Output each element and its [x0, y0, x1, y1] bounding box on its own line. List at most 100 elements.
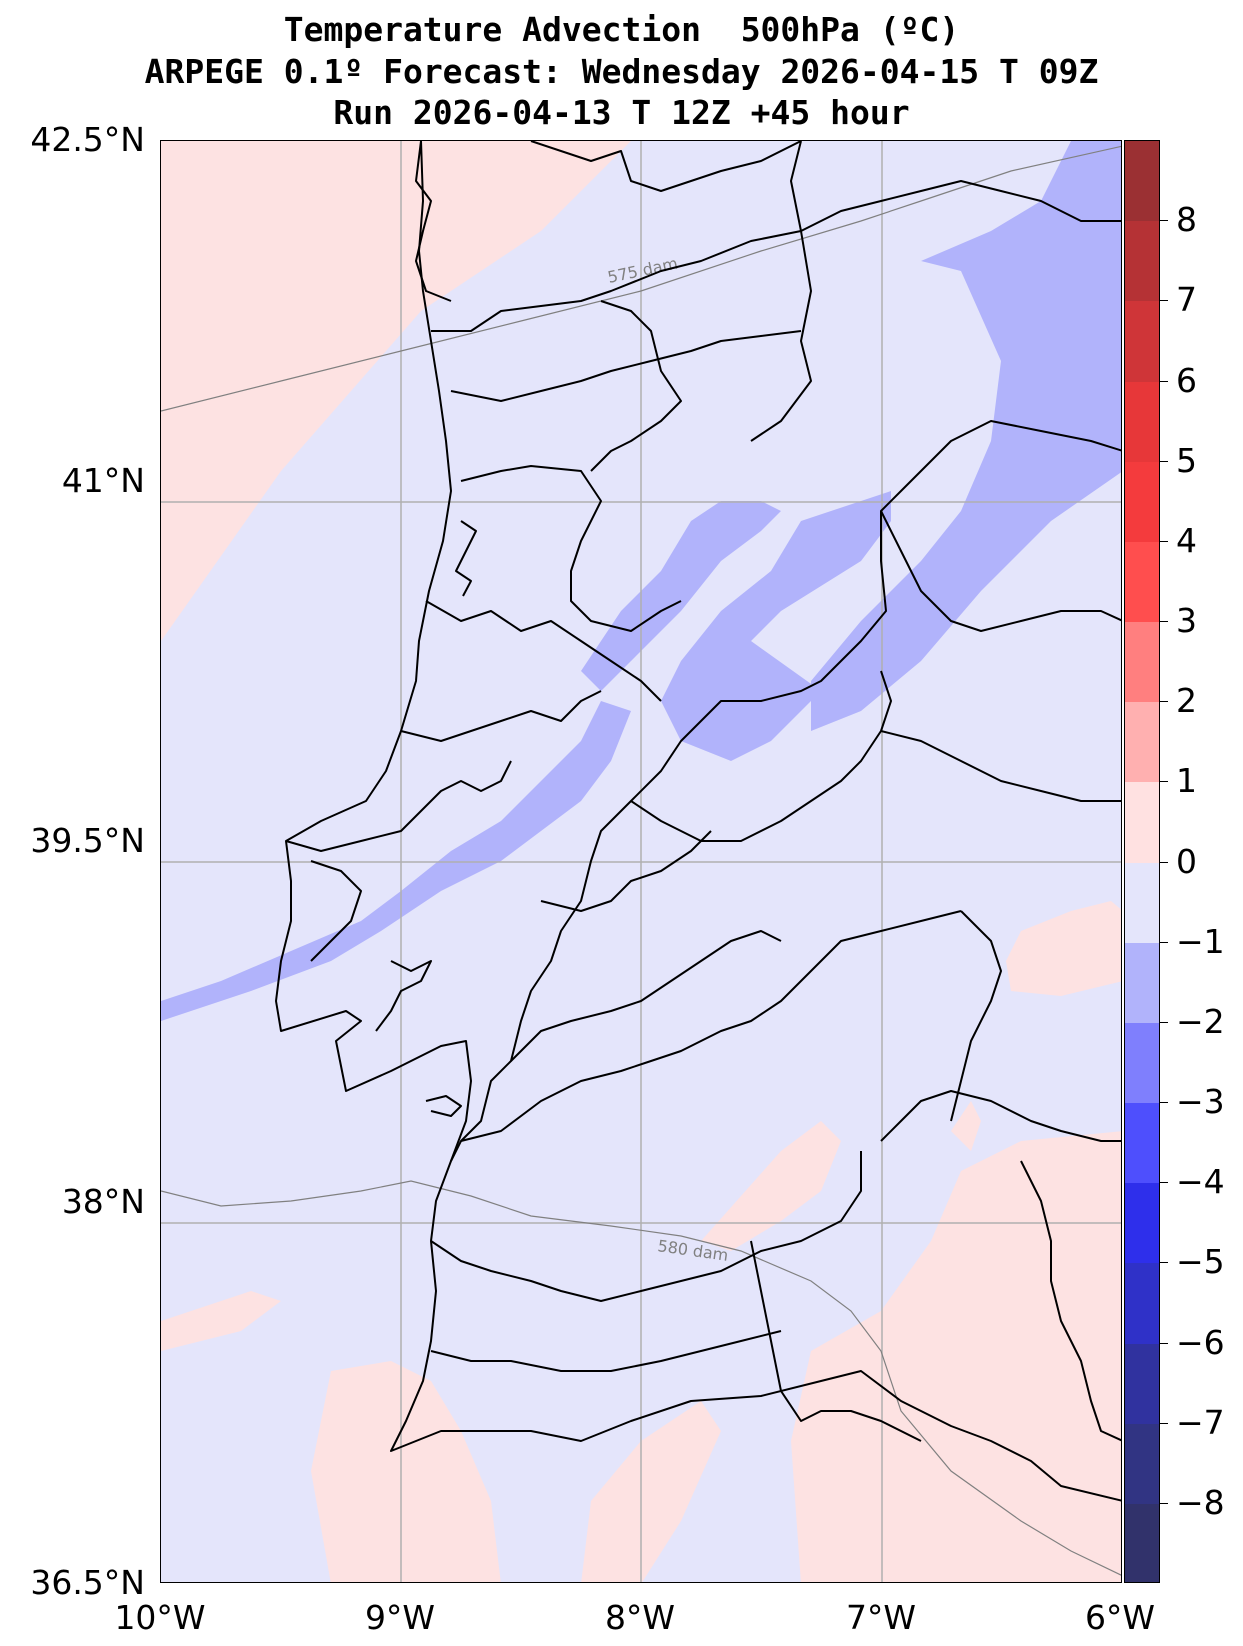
colorbar-segment — [1125, 141, 1159, 222]
colorbar-tick — [1160, 861, 1168, 863]
lat-label: 41°N — [61, 461, 145, 500]
colorbar-tick-label: 8 — [1176, 200, 1197, 240]
colorbar-tick-label: −6 — [1176, 1322, 1225, 1362]
border-east-upper — [450, 420, 1121, 1162]
colorbar-segment — [1125, 1103, 1159, 1184]
negative-band-north-east — [811, 141, 1121, 731]
colorbar-tick-label: 0 — [1176, 841, 1197, 881]
lat-label: 42.5°N — [30, 120, 145, 159]
district-line-3 — [425, 600, 662, 702]
colorbar-segment — [1125, 1423, 1159, 1505]
colorbar-tick — [1160, 540, 1168, 542]
positive-area-east — [1006, 901, 1121, 996]
temperature-advection-map: 575 dam 580 dam — [161, 141, 1121, 1582]
district-line-5 — [285, 760, 512, 852]
colorbar-tick — [1160, 1502, 1168, 1504]
district-line-13 — [750, 1240, 922, 1442]
colorbar-tick — [1160, 1102, 1168, 1103]
colorbar-tick-label: 1 — [1176, 761, 1197, 801]
colorbar-tick — [1160, 300, 1168, 302]
district-line-8 — [540, 830, 712, 912]
colorbar-tick — [1160, 941, 1168, 943]
colorbar-tick-label: 6 — [1176, 360, 1197, 400]
district-line-1 — [450, 330, 802, 402]
colorbar-tick — [1160, 460, 1168, 462]
district-line-16 — [880, 510, 1121, 632]
lon-label: 9°W — [364, 1598, 436, 1637]
colorbar-tick-label: 7 — [1176, 280, 1197, 320]
lon-label: 7°W — [845, 1598, 917, 1637]
negative-band-central-east — [661, 491, 891, 761]
colorbar-segment — [1125, 622, 1159, 703]
district-line-20 — [1020, 1160, 1121, 1442]
colorbar-segment — [1125, 862, 1159, 944]
colorbar-tick — [1160, 1262, 1168, 1264]
colorbar — [1124, 140, 1160, 1583]
colorbar-segment — [1125, 942, 1159, 1024]
sado-estuary — [425, 1095, 462, 1117]
colorbar-tick — [1160, 1182, 1168, 1184]
district-line-4 — [400, 690, 602, 742]
district-line-10 — [460, 910, 962, 1142]
negative-band-west — [161, 701, 631, 1021]
colorbar-tick-label: −5 — [1176, 1242, 1225, 1282]
boundaries — [275, 141, 1121, 1502]
district-line-6 — [310, 860, 362, 962]
coastline — [275, 141, 1121, 1502]
colorbar-tick — [1160, 220, 1168, 222]
colorbar-segment — [1125, 301, 1159, 382]
positive-area-east-spot — [951, 1101, 981, 1151]
lat-label: 38°N — [61, 1182, 145, 1221]
colorbar-tick-label: −3 — [1176, 1082, 1225, 1121]
colorbar-tick — [1160, 380, 1168, 382]
colorbar-tick-label: 4 — [1176, 520, 1197, 560]
border-minho — [431, 180, 1121, 332]
graticule — [161, 141, 1121, 1582]
colorbar-segment — [1125, 1263, 1159, 1344]
spain-border-north — [530, 141, 802, 192]
positive-area-south-central — [581, 1401, 721, 1582]
colorbar-tick — [1160, 1342, 1168, 1344]
chart-title-line-2: ARPEGE 0.1º Forecast: Wednesday 2026-04-… — [144, 52, 1099, 91]
positive-area-southwest-coast — [161, 1291, 281, 1351]
colorbar-tick — [1160, 781, 1168, 783]
positive-area-southeast — [701, 1121, 1121, 1582]
colorbar-tick-label: −2 — [1176, 1001, 1225, 1041]
colorbar-tick-label: 2 — [1176, 681, 1197, 721]
colorbar-segment — [1125, 782, 1159, 863]
colorbar-segment — [1125, 1343, 1159, 1425]
district-line-9 — [630, 670, 892, 842]
colorbar-tick-label: −8 — [1176, 1482, 1225, 1522]
colorbar-tick — [1160, 701, 1168, 703]
district-line-17 — [880, 730, 1121, 802]
chart-title-line-1: Temperature Advection 500hPa (ºC) — [283, 10, 960, 49]
colorbar-tick-label: −4 — [1176, 1162, 1225, 1202]
district-line-2 — [460, 465, 682, 632]
district-line-15 — [590, 300, 682, 472]
tagus-estuary — [375, 960, 432, 1032]
aveiro-lagoon — [455, 520, 477, 597]
coast-detail-north — [415, 141, 452, 302]
colorbar-segment — [1125, 1022, 1159, 1104]
lon-label: 8°W — [604, 1598, 676, 1637]
contour-575 — [161, 145, 1121, 412]
positive-area-south-west — [311, 1361, 501, 1582]
colorbar-tick-label: 3 — [1176, 601, 1197, 640]
colorbar-segment — [1125, 1183, 1159, 1264]
positive-area-northwest — [161, 141, 631, 641]
colorbar-segment — [1125, 221, 1159, 302]
colorbar-tick — [1160, 621, 1168, 622]
lat-label: 36.5°N — [30, 1563, 145, 1602]
negative-advection-areas — [161, 141, 1121, 1021]
lon-label: 6°W — [1084, 1598, 1156, 1637]
contour-580 — [161, 1180, 1121, 1576]
district-line-19 — [880, 1090, 1121, 1142]
positive-advection-areas — [161, 141, 1121, 1582]
colorbar-tick-label: −7 — [1176, 1402, 1225, 1442]
colorbar-segment — [1125, 1503, 1159, 1582]
district-line-14 — [750, 141, 812, 442]
district-line-12 — [430, 1330, 782, 1372]
colorbar-tick — [1160, 1021, 1168, 1023]
geopotential-contours — [161, 145, 1121, 1576]
district-line-11 — [430, 1151, 862, 1302]
